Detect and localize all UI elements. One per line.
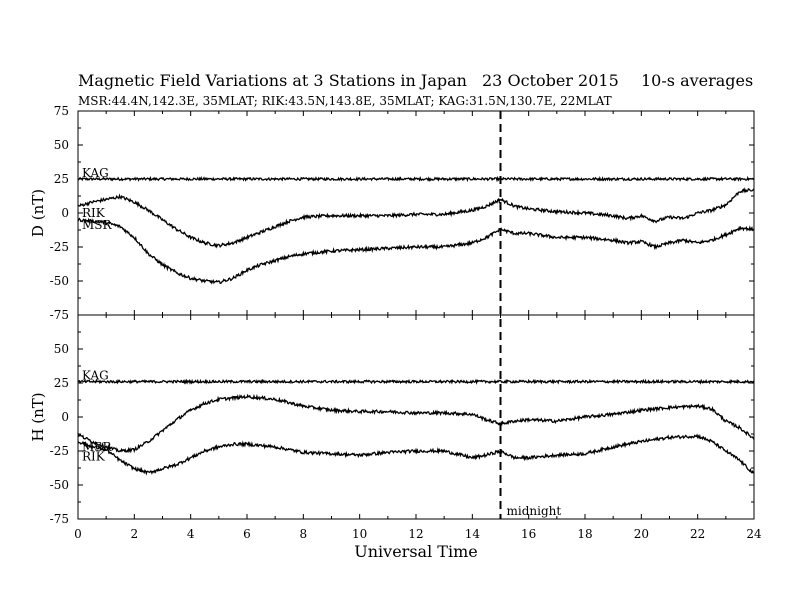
x-tick-label: 14	[465, 527, 481, 541]
y-tick-label: -75	[50, 308, 69, 322]
y-tick-label: -25	[50, 444, 69, 458]
x-tick-label: 22	[690, 527, 705, 541]
y-tick-label: -50	[50, 274, 69, 288]
x-tick-label: 16	[521, 527, 536, 541]
y-tick-label: 25	[54, 376, 69, 390]
x-tick-label: 2	[131, 527, 139, 541]
x-tick-label: 10	[352, 527, 367, 541]
series-line-kag-panel-1	[77, 175, 755, 183]
chart-averaging: 10-s averages	[641, 71, 754, 90]
y-tick-label: 0	[61, 206, 69, 220]
panel-frame-1	[77, 110, 755, 316]
y-tick-label: 50	[54, 342, 69, 356]
series-label-msr: MSR	[82, 440, 113, 454]
x-tick-label: 20	[634, 527, 649, 541]
midnight-label: midnight	[507, 504, 562, 518]
series-line-rik-panel-2	[77, 433, 754, 476]
series-label-kag: KAG	[82, 166, 109, 180]
stations-info: MSR:44.4N,142.3E, 35MLAT; RIK:43.5N,143.…	[78, 94, 612, 108]
y-tick-label: -50	[50, 478, 69, 492]
y-axis-label: H (nT)	[29, 392, 47, 441]
x-tick-label: 4	[187, 527, 195, 541]
x-tick-label: 24	[746, 527, 762, 541]
series-line-rik-panel-1	[77, 187, 755, 249]
chart-date: 23 October 2015	[482, 71, 619, 90]
y-tick-label: 75	[54, 104, 69, 118]
x-tick-label: 6	[243, 527, 251, 541]
chart-title: Magnetic Field Variations at 3 Stations …	[78, 71, 467, 90]
y-tick-label: -75	[50, 512, 69, 526]
x-tick-label: 18	[577, 527, 592, 541]
y-axis-label: D (nT)	[29, 189, 47, 237]
x-axis-label: Universal Time	[354, 542, 477, 561]
x-tick-label: 8	[300, 527, 308, 541]
x-tick-label: 12	[408, 527, 423, 541]
series-label-msr: MSR	[82, 218, 113, 232]
series-label-kag: KAG	[82, 369, 109, 383]
y-tick-label: -25	[50, 240, 69, 254]
series-label-rik: RIK	[82, 206, 106, 220]
x-tick-label: 0	[74, 527, 82, 541]
y-tick-label: 0	[61, 410, 69, 424]
series-line-kag-panel-2	[77, 378, 755, 385]
series-line-msr-panel-1	[77, 217, 755, 285]
y-tick-label: 50	[54, 138, 69, 152]
series-line-msr-panel-2	[77, 393, 755, 454]
y-tick-label: 25	[54, 172, 69, 186]
series-label-rik: RIK	[82, 449, 106, 463]
